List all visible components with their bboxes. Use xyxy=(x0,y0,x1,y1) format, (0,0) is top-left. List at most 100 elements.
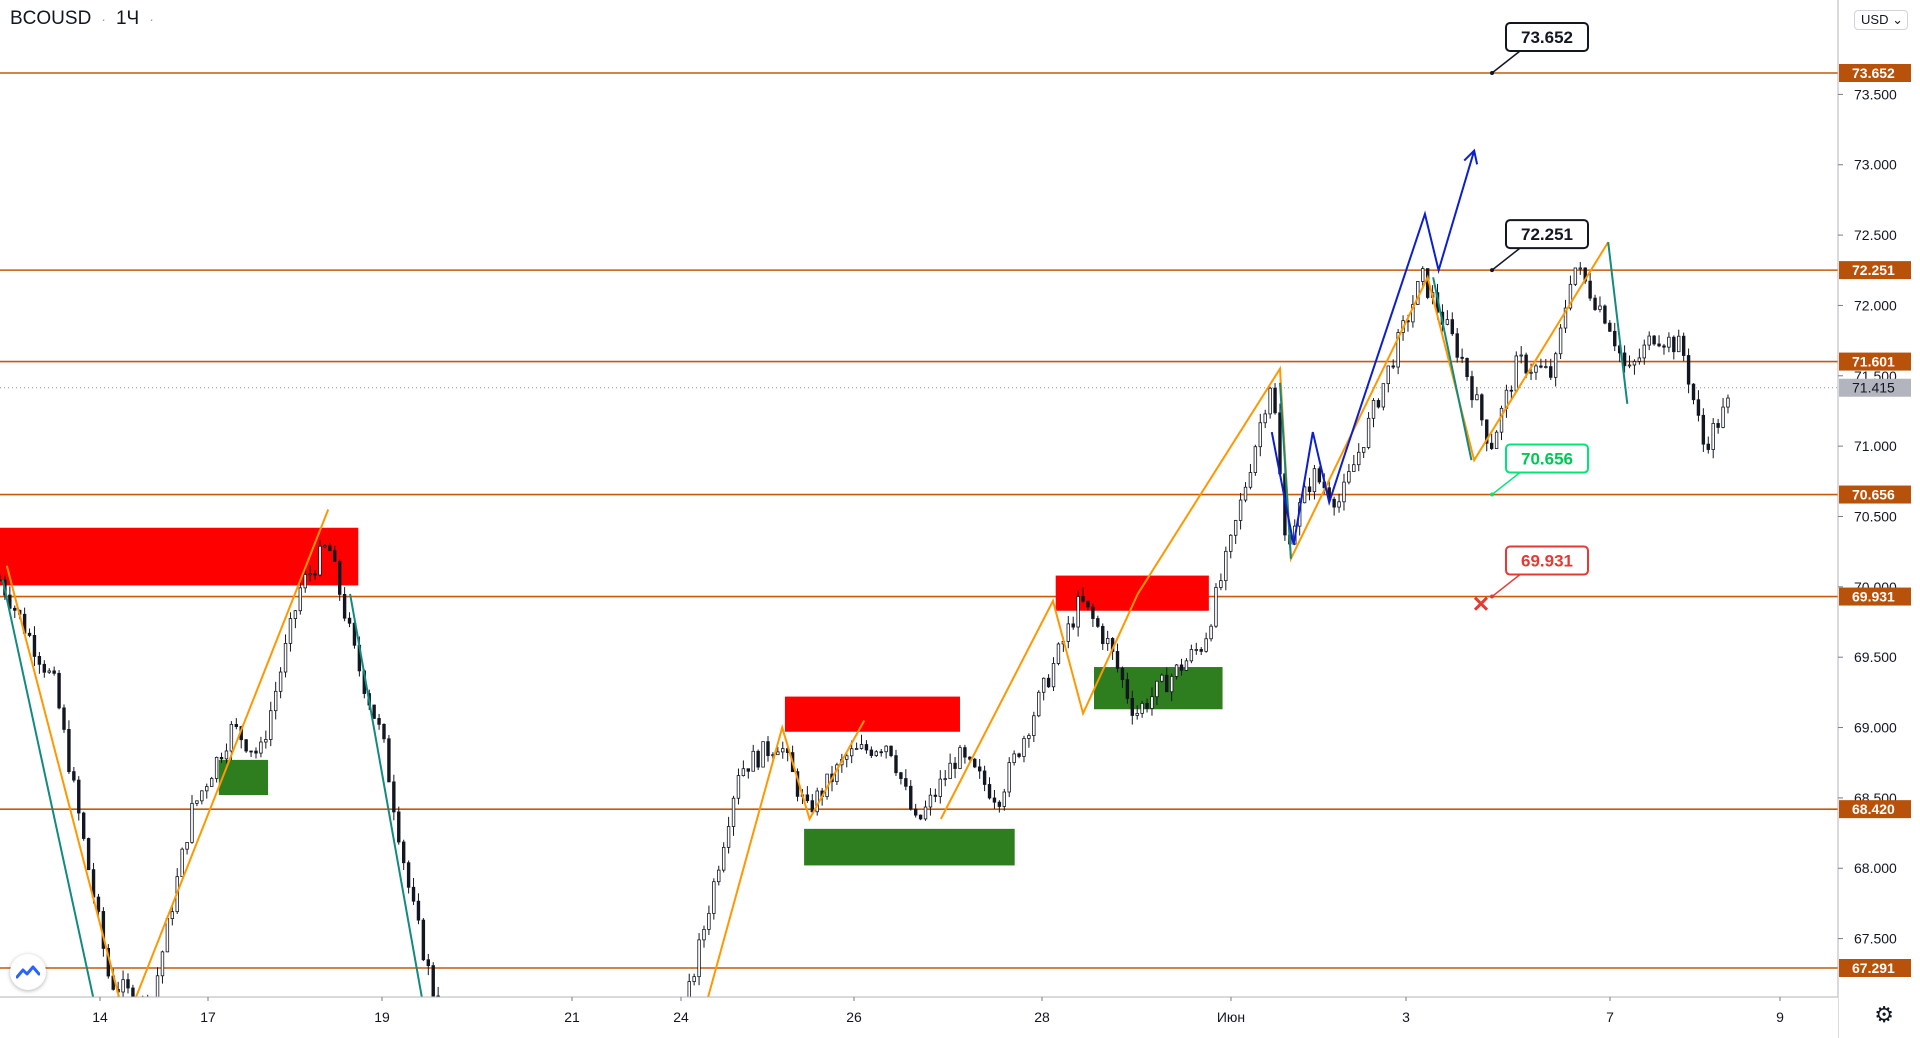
candle-body xyxy=(1529,371,1533,374)
candle-body xyxy=(1229,534,1233,552)
callout-label: 72.251 xyxy=(1521,225,1573,244)
level-price-label: 71.601 xyxy=(1852,354,1895,370)
supply-zone xyxy=(784,696,960,732)
candle-body xyxy=(1105,638,1110,645)
candle-body xyxy=(1332,498,1336,508)
candle-body xyxy=(707,912,711,930)
tradingview-logo-icon[interactable] xyxy=(10,954,46,990)
candle-body xyxy=(1337,501,1341,508)
candle-body xyxy=(1199,649,1203,652)
candle-body xyxy=(416,900,421,921)
candle-body xyxy=(1494,431,1499,449)
currency-button[interactable]: USD ⌄ xyxy=(1854,10,1908,30)
candle-body xyxy=(1396,332,1400,368)
candle-body xyxy=(923,806,928,820)
candle-body xyxy=(884,745,888,753)
candle-body xyxy=(1312,468,1317,493)
price-tick-label: 72.500 xyxy=(1854,227,1897,243)
candle-body xyxy=(948,762,952,780)
candle-body xyxy=(933,794,938,797)
candle-body xyxy=(1051,663,1056,688)
candle-body xyxy=(1475,394,1479,401)
symbol-name[interactable]: BCOUSD xyxy=(10,8,92,29)
time-tick-label: 7 xyxy=(1606,1009,1614,1025)
teal-wave-line xyxy=(349,593,425,1010)
candle-body xyxy=(1204,638,1208,652)
candle-body xyxy=(323,545,327,548)
candle-body xyxy=(42,663,47,673)
candle-body xyxy=(1460,356,1464,359)
candle-body xyxy=(347,617,352,624)
price-tick-label: 71.000 xyxy=(1854,438,1897,454)
candle-body xyxy=(1544,366,1548,369)
candle-body xyxy=(712,881,716,914)
candle-body xyxy=(1716,423,1720,428)
callout-pointer xyxy=(1491,247,1521,271)
candle-body xyxy=(318,545,322,576)
teal-wave-line xyxy=(1432,277,1473,461)
candle-body xyxy=(1041,677,1046,693)
level-price-tag xyxy=(1839,485,1911,504)
time-tick-label: 26 xyxy=(846,1009,862,1025)
candle-body xyxy=(987,784,992,799)
candle-body xyxy=(1209,625,1213,640)
candle-body xyxy=(382,723,386,740)
candle-body xyxy=(1125,679,1130,699)
candle-body xyxy=(264,739,268,743)
candle-body xyxy=(943,778,947,781)
level-price-tag xyxy=(1839,800,1911,819)
candle-body xyxy=(1686,355,1691,385)
candle-body xyxy=(1150,696,1154,709)
candle-body xyxy=(96,896,101,912)
callout-pointer xyxy=(1491,573,1521,598)
candle-body xyxy=(963,747,967,758)
candle-body xyxy=(401,841,406,864)
candle-body xyxy=(1445,319,1450,325)
price-tick-label: 69.500 xyxy=(1854,649,1897,665)
time-tick-label: 19 xyxy=(374,1009,390,1025)
level-price-label: 72.251 xyxy=(1852,262,1895,278)
candle-body xyxy=(72,771,76,781)
candle-body xyxy=(1391,365,1395,368)
levels-layer xyxy=(0,72,1838,969)
candle-body xyxy=(1376,400,1381,408)
time-axis-bg xyxy=(0,997,1838,1038)
candle-body xyxy=(1224,550,1228,582)
callout-box xyxy=(1505,219,1589,250)
level-price-label: 73.652 xyxy=(1852,65,1895,81)
candle-body xyxy=(1086,600,1090,608)
interval-label[interactable]: 1Ч xyxy=(115,8,140,29)
candle-body xyxy=(170,911,175,920)
candle-body xyxy=(982,770,987,785)
level-price-tag xyxy=(1839,959,1911,977)
candle-body xyxy=(229,724,234,752)
candle-body xyxy=(1465,357,1469,377)
candle-body xyxy=(411,886,416,902)
candle-body xyxy=(1076,596,1080,628)
gear-icon[interactable]: ⚙ xyxy=(1874,1002,1894,1027)
candle-body xyxy=(1032,715,1036,736)
candle-body xyxy=(1253,446,1258,473)
candle-body xyxy=(1071,623,1075,628)
candle-body xyxy=(288,618,293,644)
candle-body xyxy=(205,786,209,792)
level-price-tag xyxy=(1839,587,1911,606)
level-price-tag xyxy=(1839,261,1911,280)
symbol-bar[interactable]: BCOUSD · 1Ч · xyxy=(10,8,154,30)
candle-body xyxy=(406,862,411,888)
candle-body xyxy=(200,790,204,802)
candle-body xyxy=(869,749,874,756)
candle-body xyxy=(1573,267,1578,285)
callout-anchor xyxy=(1490,268,1494,273)
candle-body xyxy=(32,635,37,657)
candle-body xyxy=(52,670,56,674)
candle-body xyxy=(1568,283,1573,309)
candle-body xyxy=(1549,366,1553,378)
candle-body xyxy=(889,745,893,757)
candle-body xyxy=(1081,596,1085,602)
candle-body xyxy=(717,869,721,883)
time-tick-label: 9 xyxy=(1776,1009,1784,1025)
price-axis-bg xyxy=(1838,0,1920,1038)
projection-layer xyxy=(1270,148,1479,545)
